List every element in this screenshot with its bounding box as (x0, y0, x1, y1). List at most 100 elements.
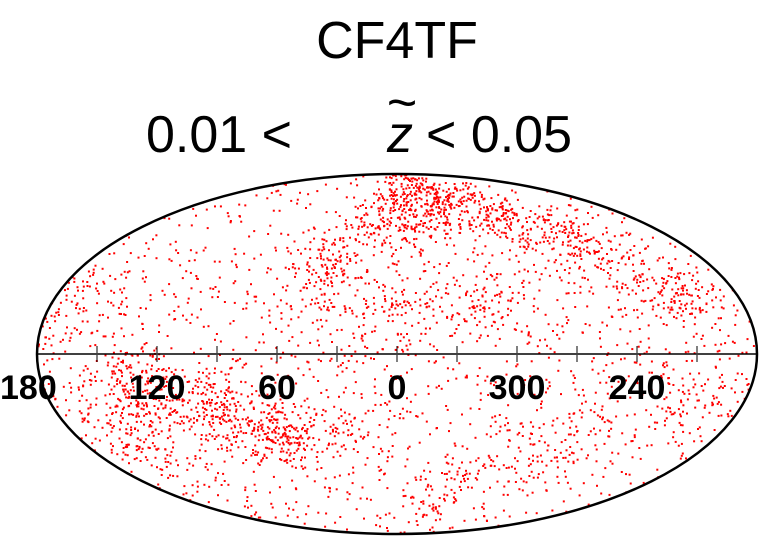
data-point (445, 405, 448, 407)
data-point (315, 281, 318, 284)
data-point (479, 334, 482, 337)
data-point (260, 316, 263, 319)
data-point (553, 456, 556, 459)
data-point (514, 481, 517, 483)
data-point (647, 324, 650, 327)
data-point (722, 386, 724, 389)
data-point (611, 362, 614, 365)
data-point (343, 354, 346, 357)
data-point (391, 455, 394, 458)
data-point (449, 422, 452, 425)
data-point (296, 437, 299, 440)
data-point (686, 398, 689, 401)
data-point (358, 325, 360, 328)
data-point (603, 442, 606, 445)
data-point (386, 198, 389, 201)
data-point (492, 320, 495, 323)
data-point (396, 346, 399, 349)
data-point (489, 205, 492, 207)
data-point (285, 451, 288, 454)
data-point (136, 354, 139, 357)
data-point (229, 391, 232, 394)
data-point (626, 287, 629, 290)
data-point (378, 453, 380, 455)
data-point (689, 254, 692, 257)
data-point (211, 418, 214, 421)
data-point (687, 389, 690, 392)
data-point (727, 334, 730, 337)
data-point (512, 217, 514, 220)
data-point (357, 225, 360, 228)
data-point (396, 313, 399, 316)
data-point (694, 316, 697, 319)
data-point (174, 409, 177, 412)
data-point (448, 430, 450, 433)
data-point (621, 432, 624, 435)
data-point (365, 231, 368, 234)
data-point (404, 224, 407, 226)
data-point (504, 232, 507, 235)
data-point (698, 296, 701, 299)
data-point (190, 224, 193, 227)
data-point (605, 226, 608, 229)
data-point (651, 371, 653, 374)
data-point (225, 420, 228, 423)
data-point (125, 297, 128, 300)
data-point (704, 383, 706, 386)
data-point (359, 435, 362, 438)
data-point (435, 295, 437, 298)
data-point (545, 489, 548, 492)
data-point (399, 339, 402, 342)
data-point (426, 199, 428, 202)
data-point (271, 415, 274, 418)
data-point (498, 301, 500, 304)
data-point (397, 304, 400, 307)
data-point (434, 507, 437, 510)
data-point (489, 212, 492, 215)
data-point (197, 371, 200, 374)
data-point (474, 185, 477, 188)
data-point (323, 420, 326, 423)
data-point (491, 229, 494, 231)
data-point (154, 456, 157, 459)
data-point (378, 197, 381, 200)
data-point (207, 355, 210, 358)
data-point (406, 458, 409, 461)
data-point (169, 413, 172, 416)
data-point (147, 247, 150, 250)
data-point (617, 262, 620, 264)
data-point (227, 414, 230, 417)
data-point (446, 232, 449, 235)
data-point (93, 426, 96, 429)
data-point (646, 278, 649, 281)
data-point (351, 226, 354, 229)
data-point (170, 394, 173, 397)
data-point (408, 445, 411, 448)
data-point (214, 415, 217, 418)
data-point (476, 375, 479, 377)
data-point (219, 354, 221, 356)
data-point (209, 404, 212, 407)
data-point (293, 427, 295, 430)
data-point (438, 207, 441, 209)
data-point (217, 494, 219, 497)
data-point (369, 223, 372, 226)
data-point (355, 216, 357, 219)
chart-subtitle: 0.01 < z ~ < 0.05 (146, 74, 572, 164)
data-point (705, 310, 708, 313)
data-point (444, 237, 447, 240)
data-point (173, 310, 176, 312)
data-point (448, 213, 451, 216)
data-point (356, 289, 359, 292)
data-point (483, 270, 485, 273)
data-point (508, 429, 511, 432)
data-point (471, 300, 474, 303)
data-point (565, 228, 568, 231)
data-point (302, 231, 305, 234)
data-point (346, 422, 348, 425)
data-point (44, 317, 47, 320)
data-point (616, 269, 619, 272)
data-point (476, 478, 479, 481)
data-point (234, 280, 237, 283)
data-point (398, 208, 401, 211)
